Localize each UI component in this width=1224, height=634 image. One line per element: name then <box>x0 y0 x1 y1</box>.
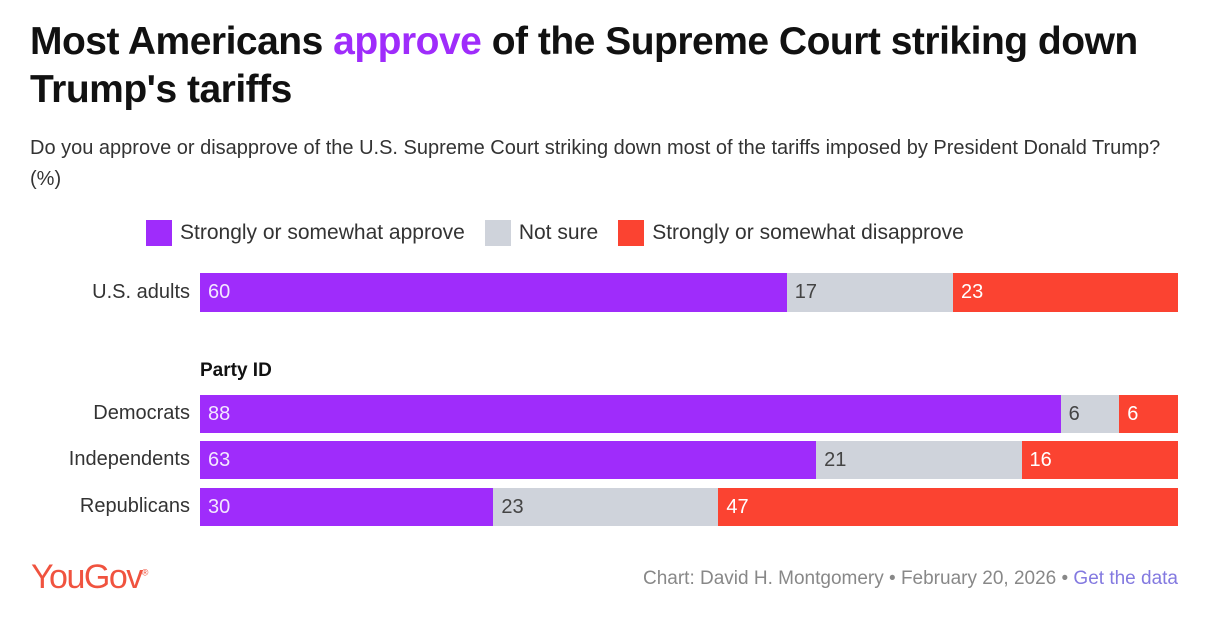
data-label: 30 <box>208 495 231 518</box>
title-highlight: approve <box>333 20 482 63</box>
chart-title: Most Americans approve of the Supreme Co… <box>30 18 1210 114</box>
get-the-data-link[interactable]: Get the data <box>1073 568 1178 589</box>
bar-segment-disapprove: 6 <box>1119 395 1178 433</box>
bar-row: 88 6 6 <box>200 395 1178 433</box>
data-label: 63 <box>208 448 231 471</box>
legend-item-not-sure: Not sure <box>484 220 599 246</box>
legend-item-disapprove: Strongly or somewhat disapprove <box>618 220 964 246</box>
bar-row: 30 23 47 <box>200 488 1178 526</box>
bar-segment-not-sure: 6 <box>1060 395 1120 433</box>
title-text-end: of the Supreme Court striking down Trump… <box>30 20 1138 111</box>
legend-label: Not sure <box>518 221 599 244</box>
bar-segment-disapprove: 47 <box>718 488 1178 526</box>
data-label: 23 <box>961 281 984 303</box>
legend: Strongly or somewhat approve Not sure St… <box>146 220 984 246</box>
bar-segment-approve: 63 <box>200 441 817 479</box>
data-label: 60 <box>208 281 231 303</box>
bar-segment-approve: 30 <box>200 488 494 526</box>
bar-segment-approve: 60 <box>200 273 787 312</box>
title-text: Most Americans <box>30 20 334 63</box>
data-label: 47 <box>726 495 749 518</box>
bar-row: 60 17 23 <box>200 273 1178 312</box>
row-label: Democrats <box>93 402 190 424</box>
data-label: 23 <box>501 495 524 518</box>
data-label: 6 <box>1127 402 1139 425</box>
bar-segment-disapprove: 23 <box>953 273 1178 312</box>
legend-swatch-approve <box>146 220 172 246</box>
legend-swatch-disapprove <box>618 220 645 246</box>
credit-text: Chart: David H. Montgomery • February 20… <box>642 568 1074 589</box>
data-label: 16 <box>1029 448 1052 471</box>
row-label: U.S. adults <box>92 280 190 303</box>
yougov-logo: YouGov® <box>31 558 148 596</box>
chart-subtitle: Do you approve or disapprove of the U.S.… <box>30 137 1161 190</box>
legend-item-approve: Strongly or somewhat approve <box>146 220 465 246</box>
legend-label: Strongly or somewhat disapprove <box>652 221 964 244</box>
data-label: 21 <box>824 448 847 471</box>
legend-swatch-not-sure <box>484 220 511 246</box>
row-label: Independents <box>68 448 190 470</box>
data-label: 6 <box>1068 402 1080 425</box>
row-label: Republicans <box>79 495 190 517</box>
data-label: 88 <box>208 402 231 425</box>
legend-label: Strongly or somewhat approve <box>180 221 465 244</box>
logo-text: YouGov <box>31 558 143 596</box>
bar-segment-not-sure: 23 <box>493 488 719 526</box>
bar-segment-not-sure: 21 <box>816 441 1022 479</box>
bar-segment-disapprove: 16 <box>1021 441 1178 479</box>
bar-segment-approve: 88 <box>200 395 1061 433</box>
chart-credit: Chart: David H. Montgomery • February 20… <box>643 568 1178 590</box>
data-label: 17 <box>794 281 818 303</box>
bar-row: 63 21 16 <box>200 441 1178 479</box>
group-label: Party ID <box>200 360 272 381</box>
bar-segment-not-sure: 17 <box>786 273 954 312</box>
